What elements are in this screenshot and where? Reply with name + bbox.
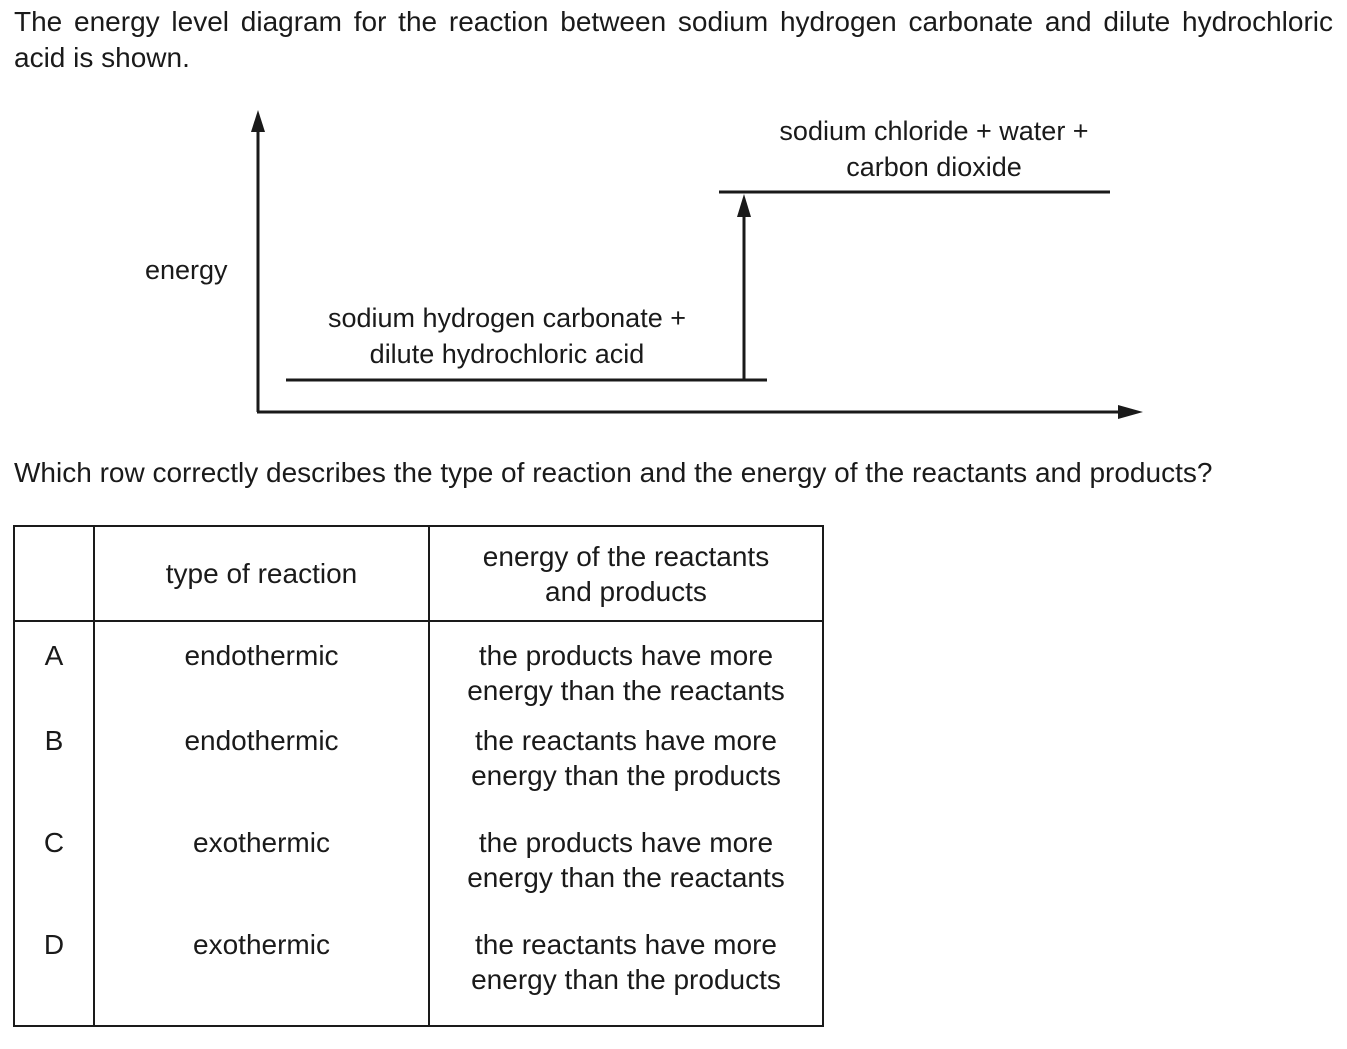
- energy-level-diagram: energy sodium hydrogen carbonate + dilut…: [145, 110, 1143, 419]
- option-energy-line2: energy than the products: [471, 760, 781, 791]
- y-axis-arrowhead: [251, 110, 265, 132]
- option-energy: the products have more energy than the r…: [428, 825, 824, 927]
- option-type: exothermic: [93, 927, 430, 1027]
- reactants-label-line2: dilute hydrochloric acid: [370, 339, 645, 369]
- option-type: endothermic: [93, 723, 430, 825]
- option-letter: C: [13, 825, 95, 927]
- products-label-line2: carbon dioxide: [846, 152, 1022, 182]
- reactants-label-line1: sodium hydrogen carbonate +: [328, 303, 686, 333]
- header-energy-line2: and products: [545, 575, 707, 607]
- question-text: Which row correctly describes the type o…: [14, 457, 1213, 488]
- header-letter-cell: [13, 525, 95, 622]
- option-energy: the reactants have more energy than the …: [428, 927, 824, 1027]
- y-axis-label: energy: [145, 255, 228, 285]
- energy-change-arrowhead: [737, 194, 751, 217]
- x-axis-arrowhead: [1118, 405, 1143, 419]
- header-energy-line1: energy of the reactants: [482, 540, 770, 572]
- option-type: endothermic: [93, 621, 430, 723]
- table-header-row: type of reaction energy of the reactants…: [13, 525, 824, 622]
- option-energy-line1: the reactants have more: [475, 929, 777, 960]
- intro-text: The energy level diagram for the reactio…: [14, 6, 1333, 73]
- option-energy-line1: the products have more: [478, 827, 774, 858]
- option-row-c[interactable]: C exothermic the products have more ener…: [13, 825, 824, 927]
- products-label-line1: sodium chloride + water +: [779, 116, 1088, 146]
- option-energy-line1: the products have more: [478, 640, 774, 671]
- option-row-a[interactable]: A endothermic the products have more ene…: [13, 621, 824, 723]
- option-energy: the reactants have more energy than the …: [428, 723, 824, 825]
- option-energy-line2: energy than the reactants: [467, 675, 785, 706]
- answer-options-table: type of reaction energy of the reactants…: [13, 525, 824, 1027]
- option-type: exothermic: [93, 825, 430, 927]
- option-energy: the products have more energy than the r…: [428, 621, 824, 723]
- option-row-b[interactable]: B endothermic the reactants have more en…: [13, 723, 824, 825]
- option-row-d[interactable]: D exothermic the reactants have more ene…: [13, 927, 824, 1027]
- header-type-of-reaction: type of reaction: [93, 525, 430, 622]
- option-letter: B: [13, 723, 95, 825]
- option-letter: A: [13, 621, 95, 723]
- header-energy: energy of the reactants and products: [428, 525, 824, 622]
- option-letter: D: [13, 927, 95, 1027]
- option-energy-line2: energy than the reactants: [467, 862, 785, 893]
- option-energy-line2: energy than the products: [471, 964, 781, 995]
- option-energy-line1: the reactants have more: [475, 725, 777, 756]
